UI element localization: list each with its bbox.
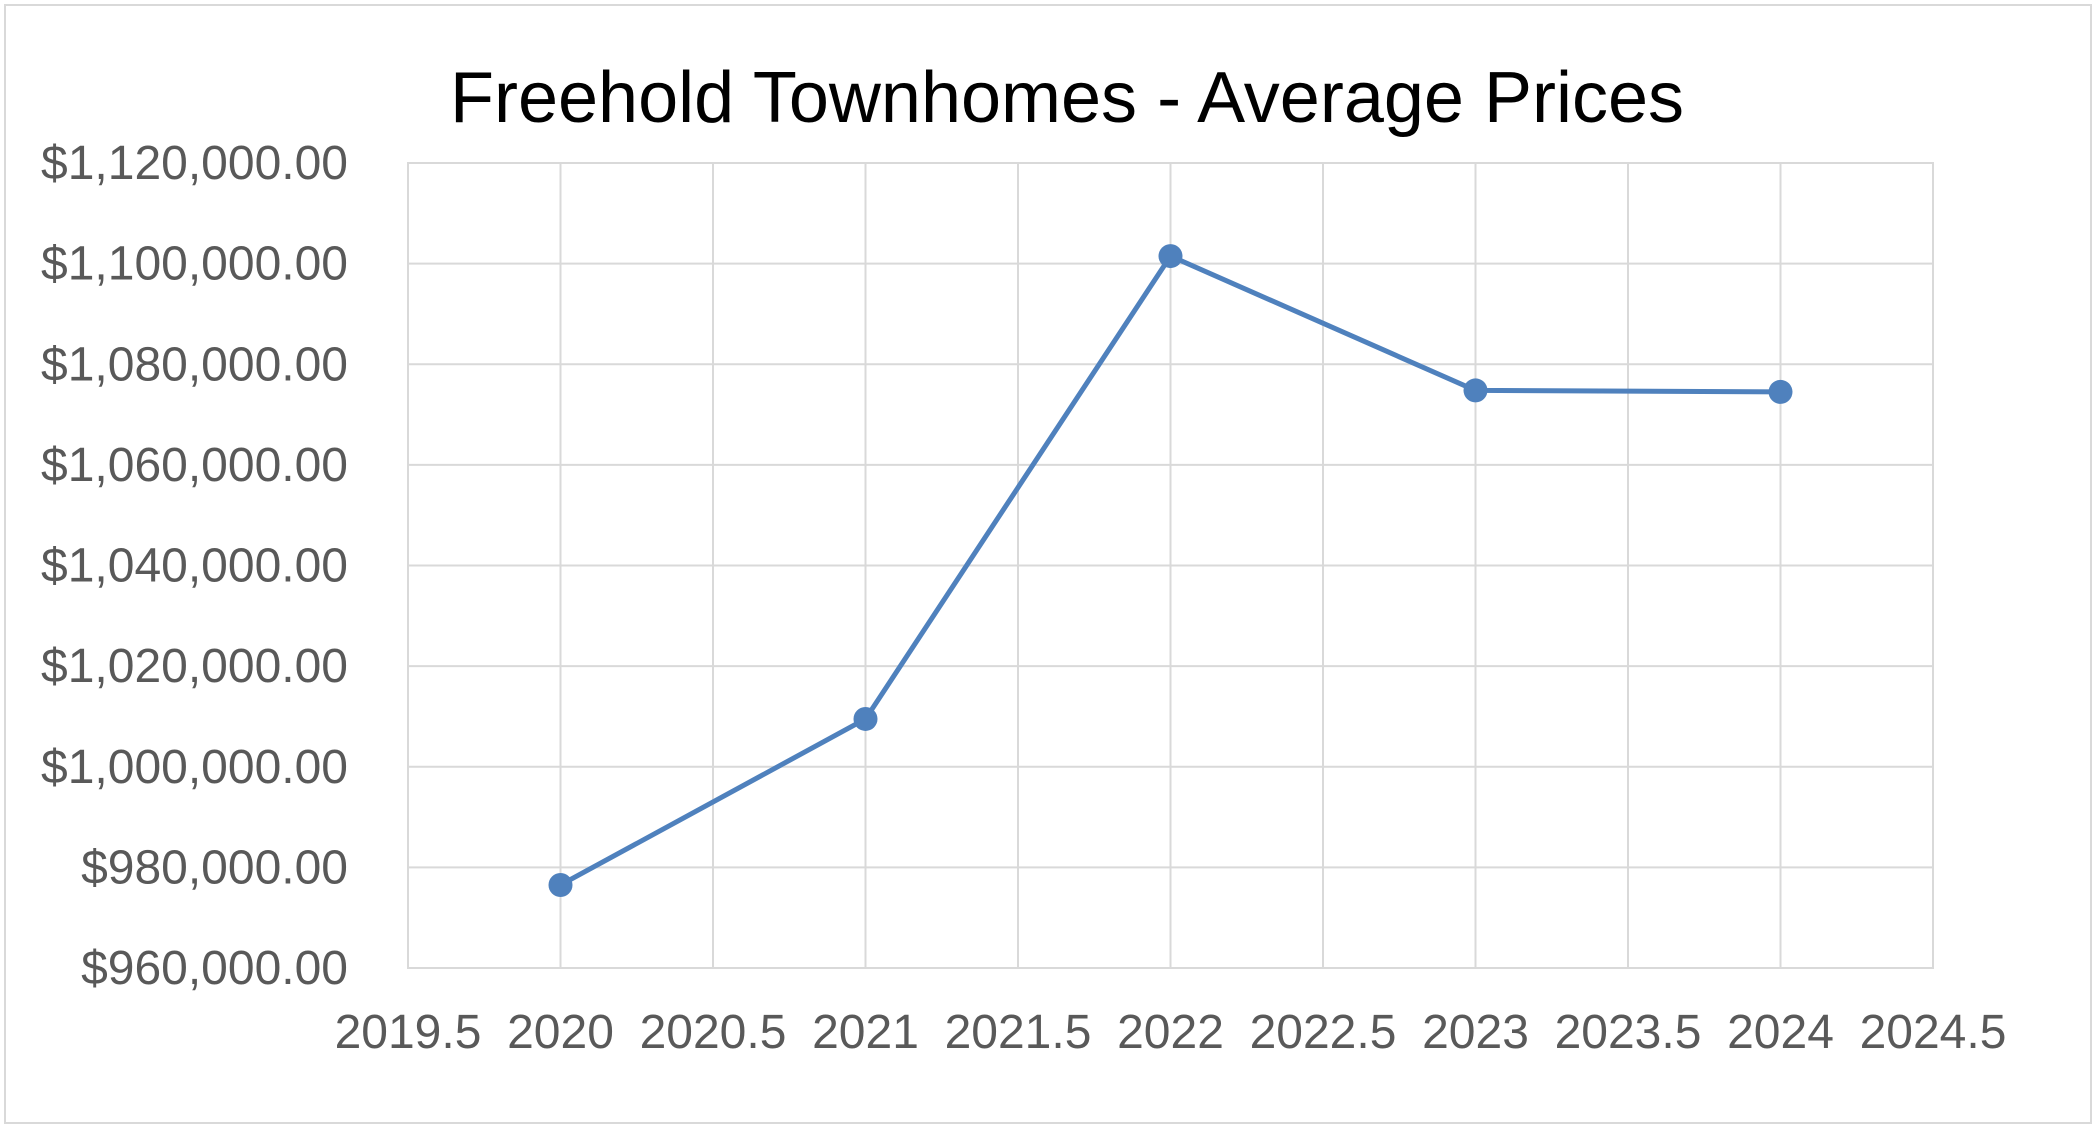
chart-svg: Freehold Townhomes - Average Prices $960… <box>41 58 2006 1059</box>
data-point <box>853 706 878 731</box>
x-tick-label: 2019.5 <box>335 1006 482 1059</box>
series-layer <box>548 244 1793 897</box>
data-point <box>548 872 573 897</box>
y-tick-label: $1,040,000.00 <box>41 540 348 593</box>
y-tick-label: $1,060,000.00 <box>41 439 348 492</box>
chart-frame: Freehold Townhomes - Average Prices $960… <box>4 4 2092 1124</box>
x-tick-label: 2023 <box>1422 1006 1529 1059</box>
plot-area-border <box>407 162 1934 969</box>
x-tick-label: 2022.5 <box>1250 1006 1397 1059</box>
y-tick-label: $1,000,000.00 <box>41 741 348 794</box>
grid-layer <box>407 162 1934 969</box>
y-tick-label: $980,000.00 <box>81 841 348 894</box>
y-tick-label: $1,080,000.00 <box>41 338 348 391</box>
data-point <box>1463 378 1488 403</box>
x-tick-label: 2022 <box>1117 1006 1224 1059</box>
x-tick-label: 2024.5 <box>1860 1006 2007 1059</box>
x-tick-label: 2023.5 <box>1555 1006 1702 1059</box>
x-tick-label: 2021.5 <box>945 1006 1092 1059</box>
x-tick-label: 2024 <box>1727 1006 1834 1059</box>
chart-title: Freehold Townhomes - Average Prices <box>450 58 1684 138</box>
y-tick-label: $1,100,000.00 <box>41 238 348 291</box>
x-tick-label: 2021 <box>812 1006 919 1059</box>
y-tick-label: $1,120,000.00 <box>41 137 348 190</box>
y-tick-label: $960,000.00 <box>81 942 348 995</box>
x-tick-label: 2020.5 <box>640 1006 787 1059</box>
y-tick-label: $1,020,000.00 <box>41 640 348 693</box>
x-tick-label: 2020 <box>507 1006 614 1059</box>
data-point <box>1158 244 1183 269</box>
data-point <box>1768 379 1793 404</box>
axis-label-layer: $960,000.00 $980,000.00 $1,000,000.00 $1,02… <box>41 137 2006 1059</box>
